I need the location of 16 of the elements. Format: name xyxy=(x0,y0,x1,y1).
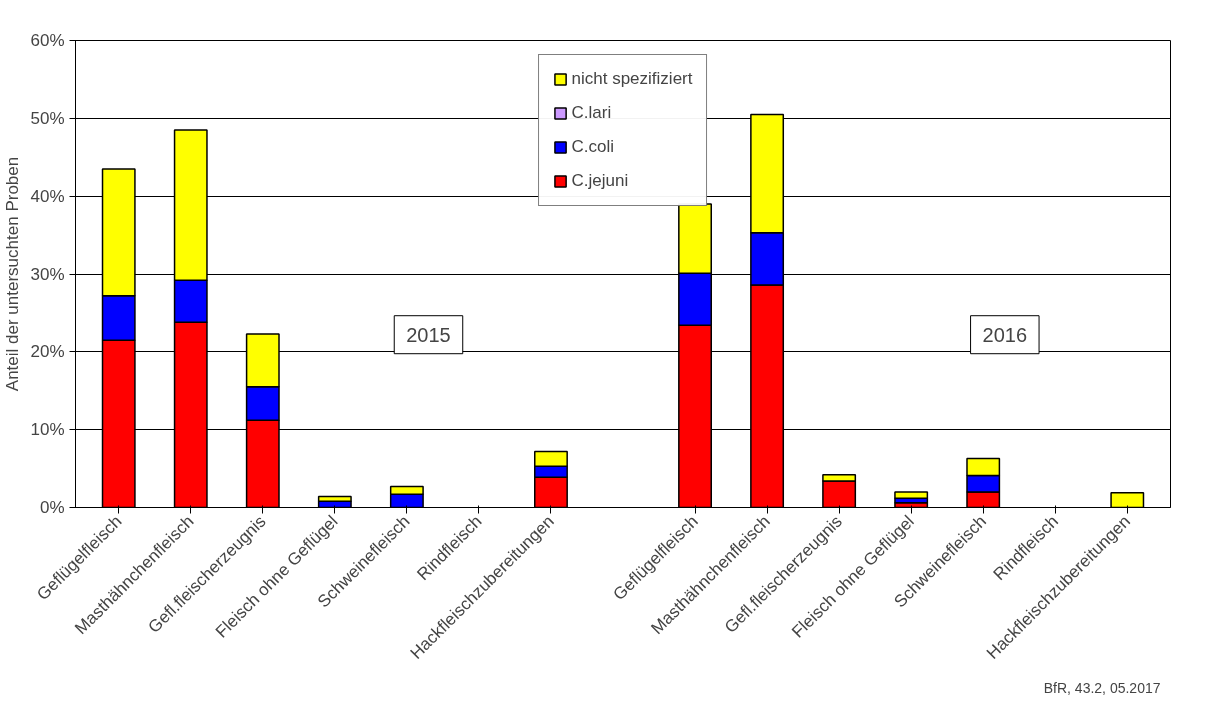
legend-label: nicht spezifiziert xyxy=(571,69,693,89)
y-tick-label: 30% xyxy=(30,264,65,284)
annotation: 2016 xyxy=(982,323,1028,346)
y-tick-label: 40% xyxy=(30,186,65,206)
annotation: 2015 xyxy=(406,323,451,346)
legend-label: C.coli xyxy=(571,137,615,157)
legend-label: C.lari xyxy=(571,103,612,123)
y-tick-label: 10% xyxy=(30,420,65,440)
y-tick-label: 50% xyxy=(30,108,65,128)
y-tick-label: 0% xyxy=(39,498,65,517)
text: BfR, 43.2, 05.2017 xyxy=(1043,679,1161,696)
y-tick-label: 20% xyxy=(30,342,65,362)
y-axis-title: Anteil der untersuchten Proben xyxy=(3,156,23,392)
y-tick-label: 60% xyxy=(30,31,65,50)
bar xyxy=(317,495,352,503)
legend-label: C.jejuni xyxy=(571,171,629,191)
